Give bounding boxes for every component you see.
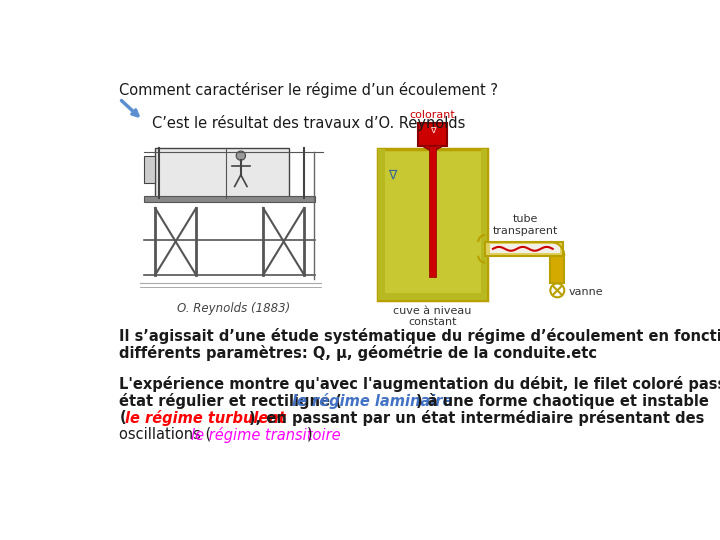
Text: O. Reynolds (1883): O. Reynolds (1883): [176, 302, 290, 315]
Bar: [550, 256, 564, 283]
Bar: [378, 293, 487, 300]
Bar: [378, 150, 487, 300]
Bar: [137, 140, 330, 298]
Text: ∇: ∇: [430, 126, 436, 136]
Text: cuve à niveau
constant: cuve à niveau constant: [393, 306, 472, 327]
Text: vanne: vanne: [568, 287, 603, 296]
Text: le régime turbulent: le régime turbulent: [125, 410, 285, 426]
Polygon shape: [422, 146, 444, 152]
Text: état régulier et rectiligne (: état régulier et rectiligne (: [120, 393, 342, 409]
Text: ) à une forme chaotique et instable: ) à une forme chaotique et instable: [416, 393, 709, 409]
Circle shape: [550, 284, 564, 298]
Bar: [144, 195, 315, 202]
Bar: [378, 150, 384, 300]
Text: le régime laminaire: le régime laminaire: [292, 393, 452, 409]
Bar: [144, 156, 155, 183]
Text: colorant: colorant: [410, 110, 456, 120]
Bar: [429, 146, 436, 276]
Text: ): ): [307, 427, 312, 442]
Text: L'expérience montre qu'avec l'augmentation du débit, le filet coloré passe d'un: L'expérience montre qu'avec l'augmentati…: [120, 376, 720, 392]
Text: (: (: [120, 410, 126, 425]
Bar: [418, 123, 447, 146]
Bar: [490, 244, 559, 253]
Bar: [155, 148, 289, 198]
Text: le régime transitoire: le régime transitoire: [191, 427, 341, 443]
Bar: [481, 150, 487, 300]
Text: C’est le résultat des travaux d’O. Reynolds: C’est le résultat des travaux d’O. Reyno…: [152, 115, 465, 131]
Text: tube
transparent: tube transparent: [493, 214, 558, 236]
Bar: [485, 242, 563, 256]
Text: Il s’agissait d’une étude systématique du régime d’écoulement en fonction des: Il s’agissait d’une étude systématique d…: [120, 328, 720, 344]
Text: oscillations (: oscillations (: [120, 427, 212, 442]
Text: Comment caractériser le régime d’un écoulement ?: Comment caractériser le régime d’un écou…: [120, 82, 498, 98]
Text: différents paramètres: Q, μ, géométrie de la conduite.etc: différents paramètres: Q, μ, géométrie d…: [120, 345, 598, 361]
Circle shape: [236, 151, 246, 160]
Text: ), en passant par un état intermédiaire présentant des: ), en passant par un état intermédiaire …: [249, 410, 704, 426]
Text: ∇: ∇: [387, 168, 396, 182]
